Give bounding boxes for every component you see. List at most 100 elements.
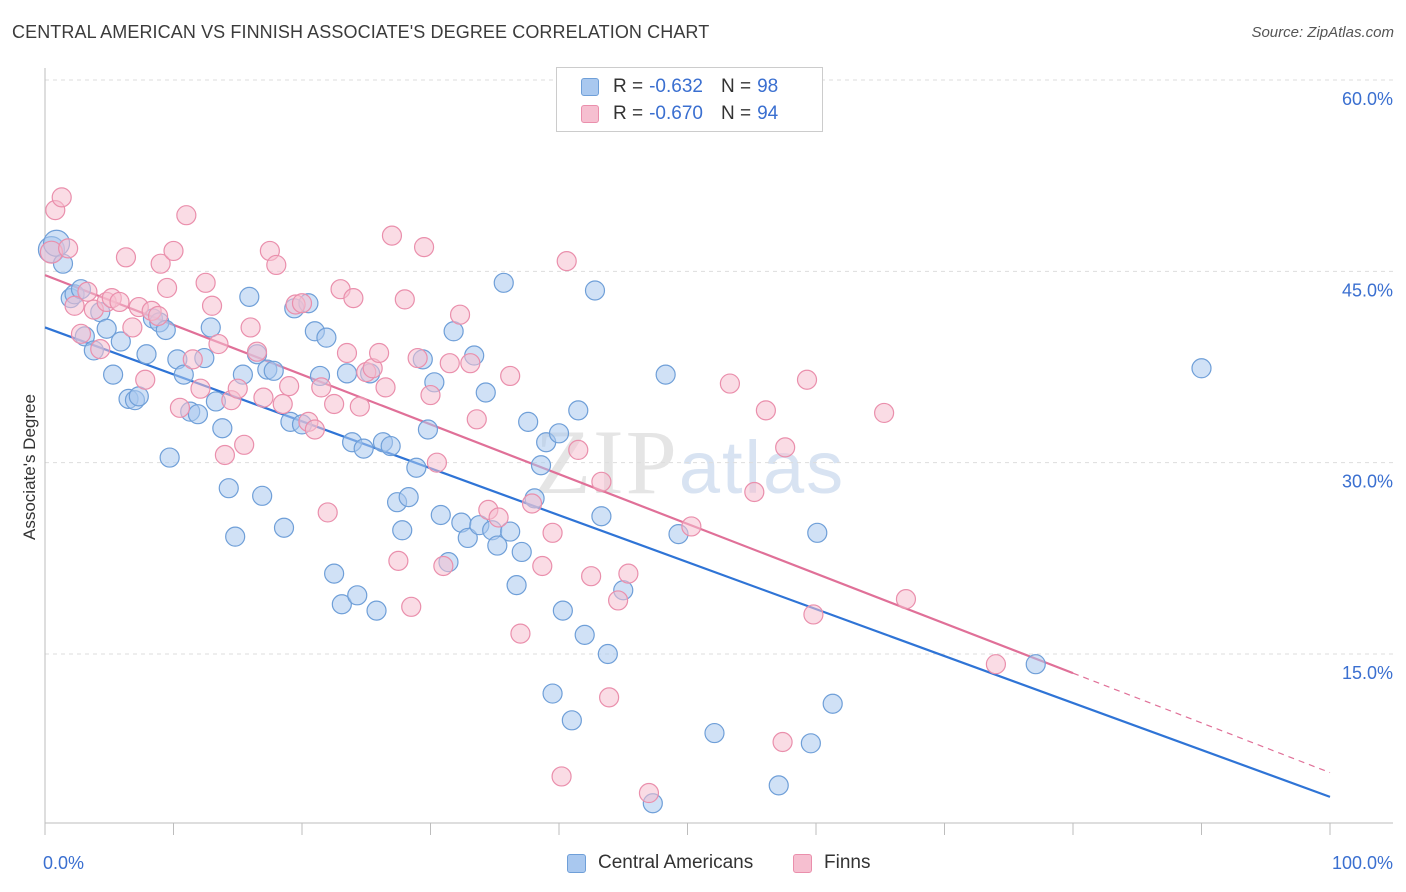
data-point — [324, 563, 345, 584]
data-point — [493, 272, 514, 293]
data-point — [420, 384, 441, 406]
data-point — [574, 624, 595, 645]
legend-r-label: R = — [613, 76, 644, 97]
data-point — [316, 327, 337, 348]
data-point — [147, 305, 169, 327]
data-point — [681, 516, 702, 537]
axes — [44, 68, 1393, 835]
data-point — [475, 382, 496, 403]
data-point — [530, 455, 552, 476]
data-point — [768, 775, 789, 796]
legend-item-finns[interactable]: Finns — [793, 852, 870, 874]
data-points — [37, 187, 1212, 814]
data-point — [506, 575, 527, 596]
data-point — [599, 687, 620, 708]
data-point — [272, 393, 293, 415]
data-point — [347, 585, 368, 606]
data-point — [96, 318, 117, 339]
legend-item-central-americans[interactable]: Central Americans — [567, 852, 753, 874]
data-point — [195, 272, 216, 293]
data-point — [169, 397, 191, 418]
data-point — [103, 364, 124, 385]
data-point — [375, 377, 396, 398]
data-point — [556, 251, 577, 272]
data-point — [551, 766, 572, 787]
legend-n-label: N = — [720, 76, 752, 97]
data-point — [433, 555, 454, 577]
data-point — [369, 342, 390, 364]
legend-r-value: -0.632 — [649, 76, 703, 97]
legend-swatch-pink — [581, 105, 599, 123]
data-point — [246, 341, 268, 362]
y-tick-label: 30.0% — [1342, 472, 1393, 492]
data-point — [874, 402, 895, 424]
data-point — [64, 295, 85, 316]
data-point — [353, 438, 374, 459]
data-point — [200, 317, 221, 338]
y-tick-label: 45.0% — [1342, 280, 1393, 300]
data-point — [252, 485, 273, 506]
data-point — [401, 596, 422, 617]
data-point — [187, 404, 209, 425]
data-point — [704, 722, 725, 744]
data-point — [90, 339, 111, 360]
data-point — [394, 289, 415, 310]
data-point — [511, 541, 532, 563]
data-point — [800, 733, 821, 754]
y-tick-label: 15.0% — [1342, 663, 1393, 683]
data-point — [1025, 654, 1046, 675]
data-point — [985, 654, 1007, 675]
data-point — [487, 535, 508, 556]
data-point — [109, 291, 130, 313]
data-point — [542, 683, 563, 704]
data-point — [552, 600, 573, 621]
data-point — [597, 643, 618, 665]
trend-line-finns-extension — [1072, 672, 1331, 774]
legend-n-label: N = — [720, 103, 752, 124]
legend-swatch-blue — [581, 78, 599, 96]
data-point — [239, 286, 260, 307]
legend-r-value: -0.670 — [649, 103, 703, 124]
data-point — [460, 353, 481, 374]
data-point — [266, 254, 287, 276]
data-point — [407, 347, 428, 369]
data-point — [510, 623, 531, 644]
data-point — [190, 378, 211, 399]
data-point — [618, 563, 639, 584]
x-tick-label: 0.0% — [43, 853, 84, 873]
chart-title: CENTRAL AMERICAN VS FINNISH ASSOCIATE'S … — [12, 22, 710, 42]
data-point — [755, 400, 776, 421]
data-point — [388, 550, 409, 571]
data-point — [150, 253, 171, 274]
data-point — [568, 439, 589, 461]
legend-label: Central Americans — [598, 852, 754, 873]
data-point — [449, 304, 471, 325]
data-point — [182, 349, 203, 370]
data-point — [381, 225, 403, 246]
data-point — [122, 317, 143, 338]
legend-row-central-americans: R = -0.632 N = 98 — [581, 75, 778, 99]
data-point — [591, 471, 612, 492]
data-point — [775, 437, 796, 458]
legend-n-value: 94 — [757, 103, 779, 124]
data-point — [263, 360, 284, 381]
data-point — [638, 782, 660, 804]
data-point — [568, 400, 589, 421]
data-point — [772, 731, 793, 753]
data-point — [542, 522, 563, 543]
data-point — [227, 378, 248, 399]
data-point — [417, 419, 439, 440]
data-point — [581, 566, 602, 587]
data-point — [488, 507, 509, 528]
legend-row-finns: R = -0.670 N = 94 — [581, 102, 778, 126]
data-point — [430, 504, 451, 526]
data-point — [895, 589, 917, 610]
data-point — [77, 281, 98, 302]
data-point — [234, 434, 255, 455]
data-point — [115, 247, 137, 268]
data-point — [212, 418, 233, 439]
source-label: Source: ZipAtlas.com — [1251, 24, 1394, 41]
data-point — [304, 419, 325, 440]
data-point — [208, 333, 229, 355]
